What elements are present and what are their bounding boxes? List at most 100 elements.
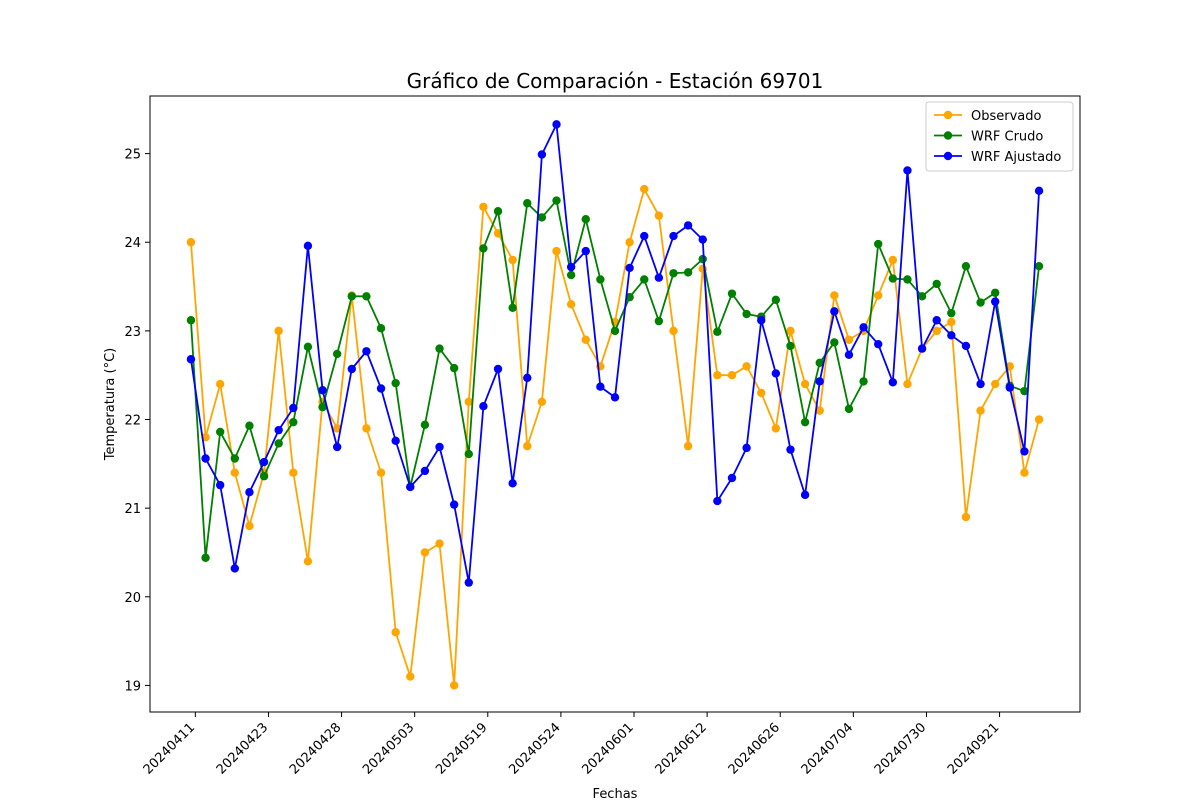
series-3-point (859, 323, 868, 332)
series-2-point (859, 377, 868, 386)
series-3-point (376, 384, 386, 393)
series-3-point (186, 355, 196, 364)
series-2-point (903, 275, 912, 284)
series-3-point (347, 364, 356, 374)
series-3-point (332, 442, 342, 452)
series-3-point (800, 490, 810, 500)
series-1-point (215, 379, 225, 389)
legend-label-2: WRF Crudo (971, 130, 1043, 145)
legend-label-3: WRF Ajustado (971, 150, 1061, 165)
series-3-point (552, 120, 561, 129)
series-3-point (1005, 383, 1015, 392)
series-3-point (698, 235, 707, 244)
series-1-point (947, 317, 956, 327)
x-tick-label: 20240601 (579, 720, 636, 777)
series-2-point (508, 303, 517, 313)
series-3-point (888, 378, 898, 387)
legend: Observado WRF Crudo WRF Ajustado (925, 101, 1074, 172)
series-1-point (391, 628, 400, 637)
series-1-point (245, 521, 254, 531)
series-3-point (523, 373, 532, 383)
series-2-point (654, 316, 664, 326)
series-3-point (771, 369, 781, 378)
x-tick-label: 20240524 (506, 720, 563, 777)
series-1-point (581, 335, 590, 344)
series-2-point (888, 274, 898, 283)
series-3-point (274, 425, 283, 435)
series-3-point (493, 364, 503, 374)
series-1-point (537, 397, 547, 406)
series-2-point (376, 324, 386, 333)
y-tick-label: 19 (124, 679, 141, 694)
series-2-point (493, 207, 503, 216)
series-2-point (435, 344, 444, 353)
legend-label-1: Observado (971, 109, 1042, 124)
y-tick-label: 23 (124, 325, 141, 340)
y-axis-label: Temperatura (°C) (103, 348, 118, 461)
series-2-point (420, 420, 430, 430)
legend-marker-1 (943, 110, 953, 120)
series-2-point (552, 196, 561, 205)
series-2-point (917, 292, 927, 301)
series-2-point (347, 292, 356, 301)
series-3-point (640, 231, 649, 241)
series-2-point (800, 417, 810, 427)
y-tick-label: 21 (124, 502, 141, 517)
series-3-point (757, 316, 766, 325)
series-2-point (961, 261, 971, 271)
series-1-point (464, 397, 473, 406)
series-1-point (332, 424, 342, 433)
x-tick-label: 20240612 (653, 720, 710, 777)
series-1-point (508, 255, 517, 265)
series-2-point (215, 427, 225, 437)
series-3-point (420, 466, 430, 476)
series-2-point (727, 289, 737, 298)
series-2-point (332, 349, 342, 359)
y-tick-label: 25 (124, 148, 141, 163)
x-tick-label: 20240730 (872, 720, 929, 777)
series-1-point (420, 548, 430, 557)
series-3-point (917, 344, 927, 353)
series-2-point (990, 288, 1000, 297)
series-3-point (727, 473, 737, 483)
series-2-point (669, 269, 678, 278)
series-3-point (201, 454, 210, 463)
series-3-point (245, 487, 254, 497)
series-1-point (727, 370, 737, 380)
series-1-point (903, 379, 912, 389)
plot-area: 19 20 21 22 23 24 25 20240411 20240423 20240428 20… (124, 95, 1081, 778)
series-3-point (303, 241, 313, 250)
series-1-point (186, 238, 196, 247)
series-1-point (625, 238, 634, 247)
series-3-point (1020, 447, 1029, 456)
x-tick-label: 20240428 (287, 720, 344, 777)
series-3-point (742, 443, 751, 453)
series-2-point (362, 292, 371, 301)
series-3-point (654, 273, 664, 282)
series-3-point (406, 482, 415, 492)
x-axis-label: Fechas (593, 787, 638, 800)
series-1-point (640, 184, 649, 194)
series-1-point (406, 672, 415, 681)
series-3-point (259, 457, 269, 467)
series-3-point (215, 480, 225, 490)
series-2-point (830, 338, 839, 347)
series-2-point (245, 421, 254, 430)
series-2-point (303, 342, 313, 352)
series-3-point (683, 221, 693, 230)
series-1-point (449, 681, 459, 690)
chart-title: Gráfico de Comparación - Estación 69701 (407, 69, 824, 93)
series-2-point (683, 268, 693, 277)
series-line-1 (190, 188, 1040, 687)
series-2-point (230, 454, 240, 463)
series-1-point (683, 441, 693, 451)
series-1-point (523, 441, 532, 451)
series-3-point (932, 316, 941, 325)
series-2-point (874, 239, 883, 249)
series-1-point (874, 291, 883, 300)
series-2-point (449, 363, 459, 373)
series-3-point (581, 246, 590, 256)
series-1-point (800, 379, 810, 389)
series-1-point (888, 255, 898, 265)
series-2-point (201, 553, 210, 562)
